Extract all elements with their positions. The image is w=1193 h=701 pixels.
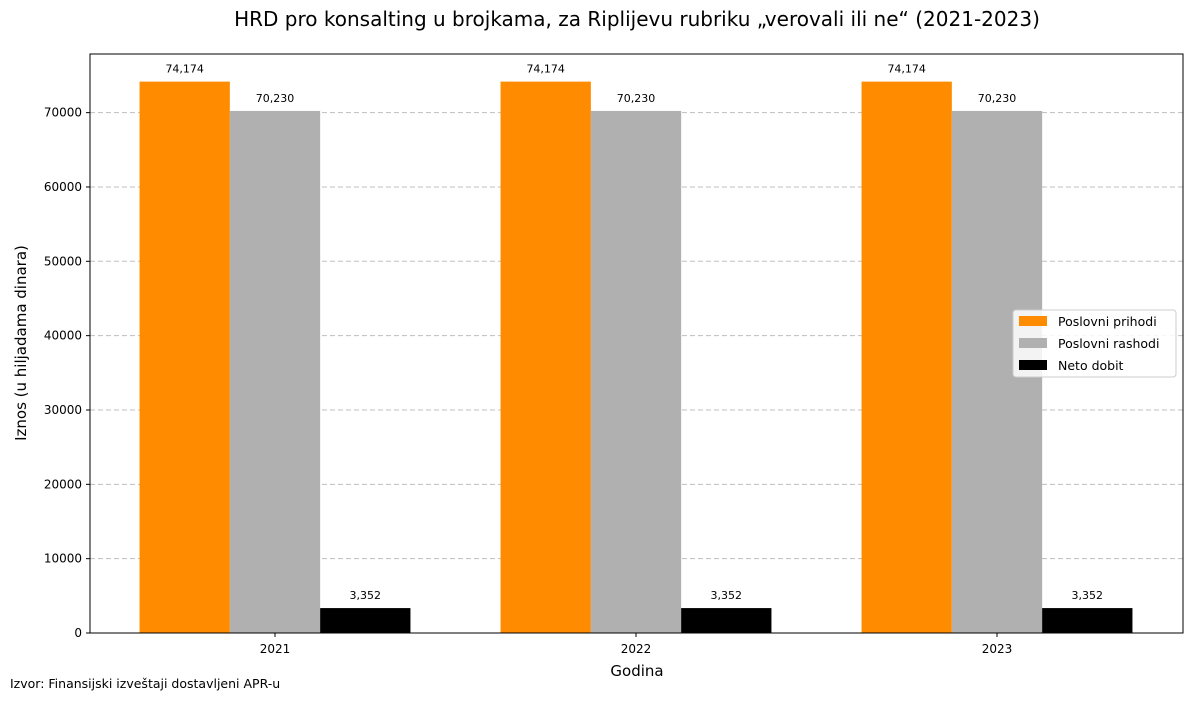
x-axis-ticks: 2021 2022 2023 bbox=[260, 633, 1013, 656]
y-axis-label: Iznos (u hiljadama dinara) bbox=[12, 245, 30, 441]
y-tick-label: 30000 bbox=[44, 403, 82, 417]
legend-label: Poslovni rashodi bbox=[1058, 336, 1159, 351]
x-axis-label: Godina bbox=[610, 662, 663, 680]
data-label: 74,174 bbox=[887, 63, 926, 76]
data-label: 3,352 bbox=[350, 589, 382, 602]
y-tick-label: 10000 bbox=[44, 552, 82, 566]
bar-poslovni-rashodi-2022 bbox=[590, 110, 682, 633]
data-label: 3,352 bbox=[711, 589, 743, 602]
y-axis-ticks: 0 10000 20000 30000 40000 50000 60000 70000 bbox=[44, 106, 90, 640]
data-label: 70,230 bbox=[256, 92, 295, 105]
y-tick-label: 40000 bbox=[44, 329, 82, 343]
legend-swatch bbox=[1019, 338, 1047, 348]
x-tick-label: 2022 bbox=[621, 642, 652, 656]
y-tick-label: 60000 bbox=[44, 180, 82, 194]
legend-label: Poslovni prihodi bbox=[1058, 314, 1157, 329]
data-label: 74,174 bbox=[526, 63, 565, 76]
bar-neto-dobit-2022 bbox=[681, 608, 772, 633]
bar-poslovni-prihodi-2021 bbox=[139, 81, 230, 633]
legend-label: Neto dobit bbox=[1058, 358, 1124, 373]
data-label: 70,230 bbox=[617, 92, 656, 105]
legend-swatch bbox=[1019, 316, 1047, 326]
bar-poslovni-prihodi-2022 bbox=[500, 81, 591, 633]
x-tick-label: 2023 bbox=[982, 642, 1013, 656]
data-label: 3,352 bbox=[1072, 589, 1104, 602]
x-tick-label: 2021 bbox=[260, 642, 291, 656]
data-label: 74,174 bbox=[165, 63, 204, 76]
data-label: 70,230 bbox=[978, 92, 1017, 105]
bars bbox=[139, 81, 1133, 633]
source-note: Izvor: Finansijski izveštaji dostavljeni… bbox=[10, 676, 280, 691]
y-tick-label: 20000 bbox=[44, 477, 82, 491]
y-tick-label: 0 bbox=[74, 626, 82, 640]
y-tick-label: 70000 bbox=[44, 106, 82, 120]
bar-poslovni-prihodi-2023 bbox=[861, 81, 952, 633]
data-labels: 74,174 70,230 3,352 74,174 70,230 3,352 74,174… bbox=[165, 63, 1103, 602]
chart-title: HRD pro konsalting u brojkama, za Riplij… bbox=[234, 7, 1040, 31]
bar-neto-dobit-2021 bbox=[320, 608, 411, 633]
y-tick-label: 50000 bbox=[44, 254, 82, 268]
legend-box bbox=[1012, 309, 1177, 378]
legend-swatch bbox=[1019, 360, 1047, 370]
bar-poslovni-rashodi-2021 bbox=[229, 110, 321, 633]
bar-neto-dobit-2023 bbox=[1042, 608, 1133, 633]
legend: Poslovni prihodi Poslovni rashodi Neto dob… bbox=[1012, 309, 1177, 378]
